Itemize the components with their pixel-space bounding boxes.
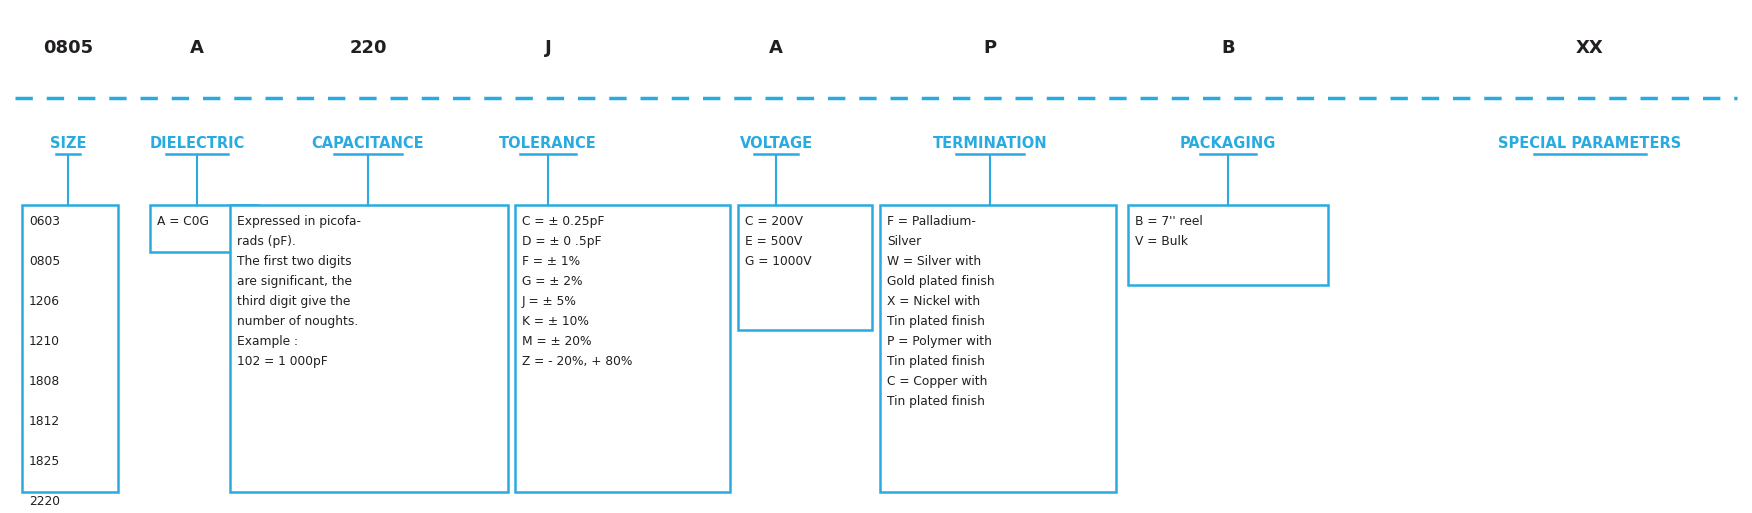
Text: SIZE: SIZE: [49, 135, 86, 150]
Text: XX: XX: [1577, 39, 1603, 57]
Text: DIELECTRIC: DIELECTRIC: [149, 135, 245, 150]
FancyBboxPatch shape: [151, 205, 258, 252]
Text: SPECIAL PARAMETERS: SPECIAL PARAMETERS: [1498, 135, 1682, 150]
FancyBboxPatch shape: [23, 205, 117, 492]
FancyBboxPatch shape: [515, 205, 731, 492]
FancyBboxPatch shape: [880, 205, 1116, 492]
Text: TOLERANCE: TOLERANCE: [499, 135, 597, 150]
FancyBboxPatch shape: [1128, 205, 1328, 285]
FancyBboxPatch shape: [230, 205, 508, 492]
Text: 0603

0805

1206

1210

1808

1812

1825

2220

2225

3640: 0603 0805 1206 1210 1808 1812 1825 2220 …: [30, 215, 60, 513]
Text: TERMINATION: TERMINATION: [932, 135, 1048, 150]
Text: CAPACITANCE: CAPACITANCE: [312, 135, 424, 150]
Text: 220: 220: [349, 39, 387, 57]
Text: VOLTAGE: VOLTAGE: [739, 135, 813, 150]
Text: 0805: 0805: [44, 39, 93, 57]
Text: C = ± 0.25pF
D = ± 0 .5pF
F = ± 1%
G = ± 2%
J = ± 5%
K = ± 10%
M = ± 20%
Z = - 2: C = ± 0.25pF D = ± 0 .5pF F = ± 1% G = ±…: [522, 215, 632, 368]
Text: F = Palladium-
Silver
W = Silver with
Gold plated finish
X = Nickel with
Tin pla: F = Palladium- Silver W = Silver with Go…: [887, 215, 995, 408]
Text: A: A: [189, 39, 203, 57]
FancyBboxPatch shape: [738, 205, 872, 330]
Text: C = 200V
E = 500V
G = 1000V: C = 200V E = 500V G = 1000V: [745, 215, 811, 268]
Text: Expressed in picofa-
rads (pF).
The first two digits
are significant, the
third : Expressed in picofa- rads (pF). The firs…: [237, 215, 361, 368]
Text: B = 7'' reel
V = Bulk: B = 7'' reel V = Bulk: [1135, 215, 1204, 248]
Text: J: J: [545, 39, 552, 57]
Text: A = C0G: A = C0G: [158, 215, 208, 228]
Text: P: P: [983, 39, 997, 57]
Text: PACKAGING: PACKAGING: [1179, 135, 1275, 150]
Text: A: A: [769, 39, 783, 57]
Text: B: B: [1221, 39, 1235, 57]
